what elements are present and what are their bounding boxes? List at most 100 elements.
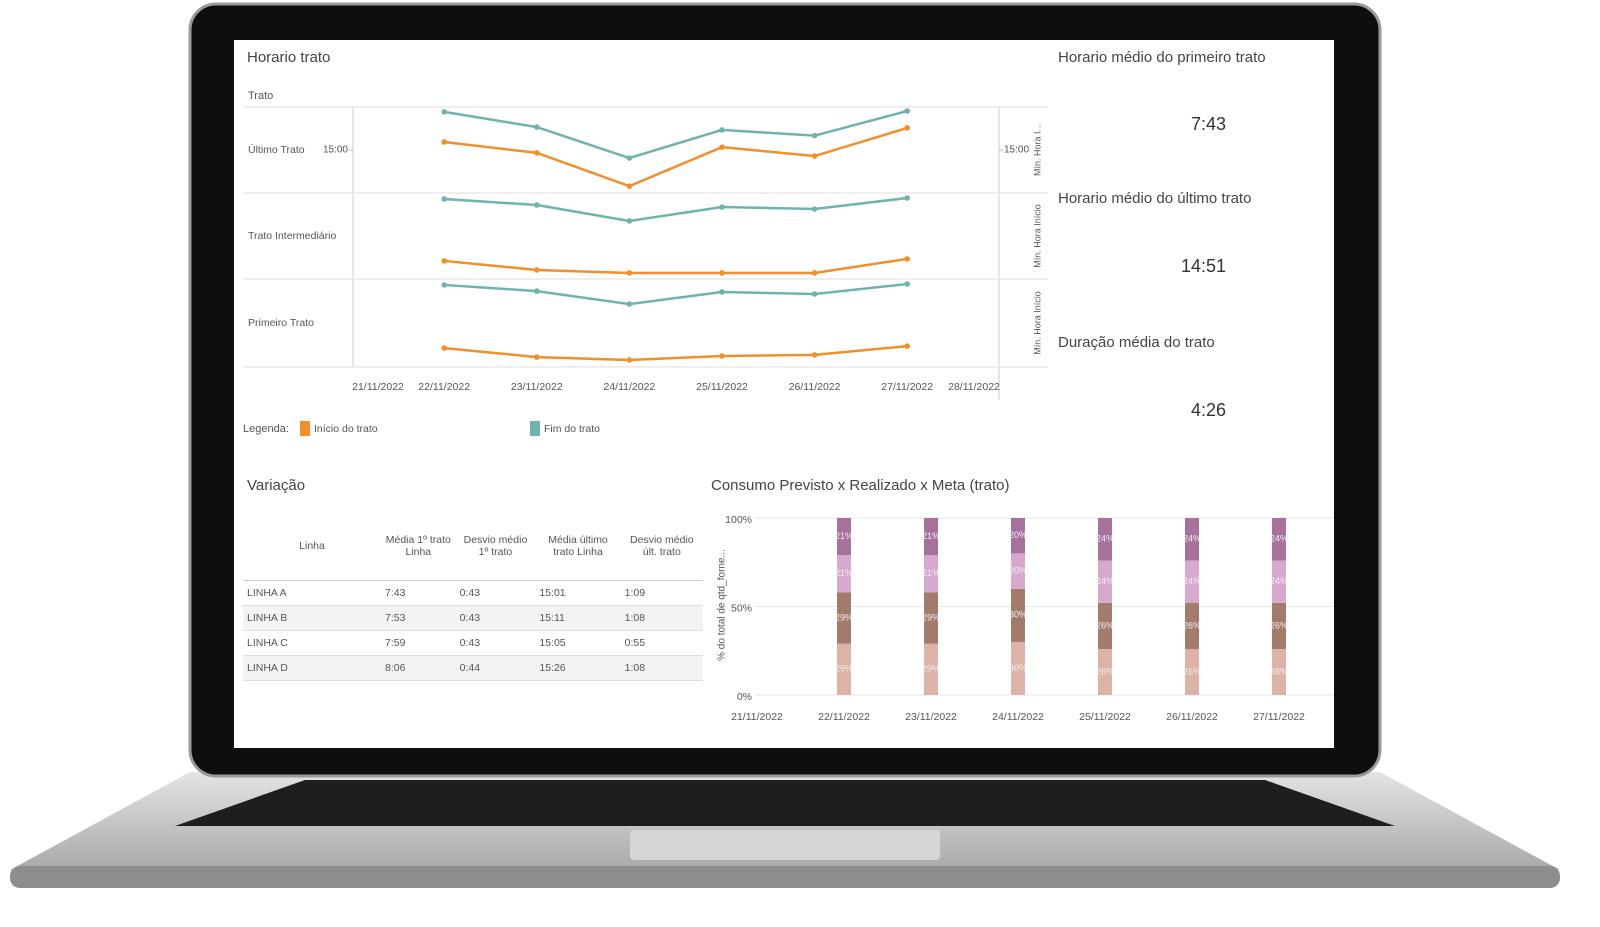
kpi-label: Horario médio do último trato bbox=[1058, 190, 1251, 207]
data-point bbox=[719, 289, 725, 295]
bar-segment bbox=[924, 518, 938, 556]
value-label: 24% bbox=[1270, 576, 1288, 586]
chart-title: Consumo Previsto x Realizado x Meta (tra… bbox=[711, 477, 1009, 494]
table-cell: 0:55 bbox=[620, 630, 703, 656]
chart-title: Horario trato bbox=[247, 49, 330, 66]
table-cell: 1:09 bbox=[620, 580, 703, 606]
table-cell: 7:59 bbox=[381, 630, 456, 656]
value-label: 30% bbox=[1009, 663, 1027, 673]
x-tick-label: 25/11/2022 bbox=[696, 381, 748, 393]
value-label: 24% bbox=[1183, 576, 1201, 586]
kpi-label: Duração média do trato bbox=[1058, 334, 1215, 351]
table-cell: 7:43 bbox=[381, 580, 456, 606]
y-tick-label: 15:00 bbox=[323, 145, 348, 156]
data-point bbox=[626, 155, 633, 161]
value-label: 24% bbox=[1096, 576, 1114, 586]
value-label: 26% bbox=[1096, 666, 1114, 676]
data-point bbox=[441, 109, 448, 115]
value-label: 26% bbox=[1270, 666, 1288, 676]
x-tick-label: 28/11/2022 bbox=[948, 381, 1000, 393]
legend-swatch bbox=[300, 421, 310, 436]
x-tick-label: 27/11/2022 bbox=[881, 381, 933, 393]
data-point bbox=[811, 352, 818, 358]
data-point bbox=[626, 357, 633, 363]
table-cell: 15:26 bbox=[535, 655, 621, 681]
table-cell: LINHA B bbox=[243, 605, 381, 631]
value-label: 20% bbox=[1009, 530, 1027, 540]
x-tick-label: 27/11/2022 bbox=[1253, 711, 1305, 723]
data-point bbox=[719, 270, 725, 276]
data-point bbox=[811, 270, 818, 276]
x-tick-label: 22/11/2022 bbox=[418, 381, 470, 393]
bar-segment bbox=[837, 518, 851, 556]
y-tick-label: 50% bbox=[731, 602, 752, 614]
value-label: 21% bbox=[835, 568, 853, 578]
legend-title: Legenda: bbox=[243, 423, 289, 435]
table-cell: LINHA D bbox=[243, 655, 381, 681]
table-cell: 0:43 bbox=[455, 605, 536, 631]
x-tick-label: 22/11/2022 bbox=[818, 711, 870, 723]
data-point bbox=[811, 291, 818, 297]
data-point bbox=[626, 218, 633, 224]
bar-segment bbox=[837, 555, 851, 593]
data-point bbox=[534, 150, 540, 156]
bar-segment bbox=[1011, 518, 1025, 554]
legend-label: Início do trato bbox=[314, 423, 378, 435]
value-label: 24% bbox=[1183, 534, 1201, 544]
table-cell: 1:08 bbox=[620, 655, 703, 681]
data-point bbox=[534, 354, 540, 360]
bar-segment bbox=[1098, 518, 1112, 561]
right-axis-title: Mín. Hora Início bbox=[1032, 204, 1042, 268]
x-tick-label: 23/11/2022 bbox=[905, 711, 957, 723]
bar-segment bbox=[1185, 602, 1199, 649]
data-point bbox=[626, 270, 633, 276]
column-header: Média último trato Linha bbox=[535, 512, 621, 581]
table-cell: 15:11 bbox=[535, 605, 621, 631]
series-line bbox=[444, 257, 908, 275]
data-point bbox=[441, 258, 448, 264]
data-point bbox=[626, 301, 633, 307]
x-tick-label: 26/11/2022 bbox=[789, 381, 841, 393]
laptop-lip bbox=[10, 866, 1560, 888]
table-cell: 0:43 bbox=[455, 630, 536, 656]
table-cell: 0:43 bbox=[455, 580, 536, 606]
series-line bbox=[444, 344, 908, 362]
x-tick-label: 26/11/2022 bbox=[1166, 711, 1218, 723]
data-point bbox=[811, 132, 818, 139]
y-axis-title: % do total de qtd_forne... bbox=[717, 549, 728, 661]
series-line bbox=[444, 282, 908, 306]
column-header: Desvio médio 1º trato bbox=[455, 512, 536, 581]
data-point bbox=[441, 345, 448, 351]
y-tick-label: 0% bbox=[737, 691, 752, 703]
kpi-value: 4:26 bbox=[1191, 400, 1226, 420]
legend-swatch bbox=[530, 421, 540, 436]
value-label: 26% bbox=[1270, 620, 1288, 630]
data-point bbox=[811, 153, 818, 159]
panel-label: Trato Intermediário bbox=[248, 230, 336, 242]
panel-label: Último Trato bbox=[248, 143, 305, 156]
bar-segment bbox=[1272, 518, 1286, 561]
value-label: 29% bbox=[922, 612, 940, 622]
value-label: 29% bbox=[835, 612, 853, 622]
data-point bbox=[904, 195, 910, 201]
bar-segment bbox=[1098, 560, 1112, 603]
data-point bbox=[904, 125, 910, 131]
value-label: 26% bbox=[1096, 620, 1114, 630]
data-point bbox=[441, 282, 448, 288]
bar-segment bbox=[837, 592, 851, 644]
bar-segment bbox=[1272, 560, 1286, 603]
data-point bbox=[534, 124, 540, 130]
table-cell: 0:44 bbox=[455, 655, 536, 681]
x-tick-label: 25/11/2022 bbox=[1079, 711, 1131, 723]
value-label: 20% bbox=[1009, 565, 1027, 575]
data-point bbox=[719, 144, 725, 150]
table-row: LINHA D 8:06 0:44 15:26 1:08 bbox=[243, 655, 703, 681]
series-line bbox=[444, 126, 908, 188]
bar-segment bbox=[1098, 602, 1112, 649]
table-cell: 7:53 bbox=[381, 605, 456, 631]
kpi-label: Horario médio do primeiro trato bbox=[1058, 49, 1266, 66]
x-tick-label: 21/11/2022 bbox=[731, 711, 783, 723]
data-point bbox=[441, 196, 448, 202]
